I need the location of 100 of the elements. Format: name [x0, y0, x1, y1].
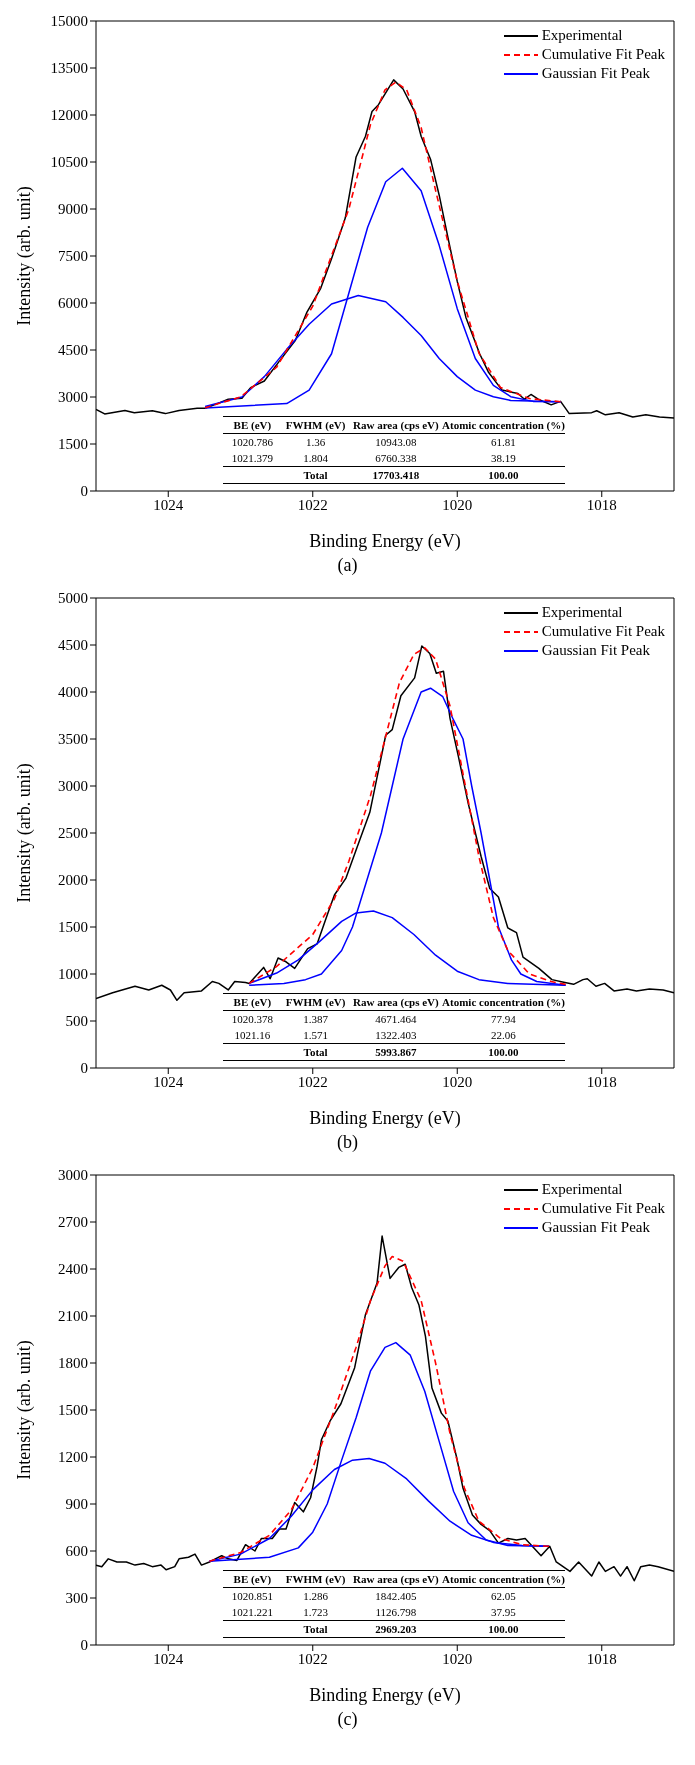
- text: (c): [336, 1708, 359, 1731]
- y-tick-label: 300: [65, 1590, 88, 1607]
- y-tick-label: 7500: [58, 248, 88, 265]
- x-tick-label: 1020: [442, 496, 473, 513]
- y-tick-label: 2700: [58, 1214, 88, 1231]
- y-tick-label: 900: [65, 1496, 88, 1513]
- annotation: 22.06: [490, 1028, 517, 1043]
- y-tick-label: 12000: [50, 107, 88, 124]
- y-tick-label: 3000: [58, 1167, 88, 1184]
- y-tick-label: 0: [80, 483, 88, 500]
- annotation: 37.95: [490, 1605, 517, 1620]
- annotation: 1020.378: [230, 1012, 275, 1027]
- x-tick-label: 1018: [586, 1073, 617, 1090]
- y-tick-label: 1200: [58, 1449, 88, 1466]
- annotation: 1021.221: [230, 1605, 275, 1620]
- y-tick-label: 10500: [50, 154, 88, 171]
- annotation: FWHM (eV): [284, 418, 347, 433]
- y-tick-label: 2400: [58, 1261, 88, 1278]
- y-tick-label: 3000: [58, 389, 88, 406]
- annotation: Total: [302, 1045, 329, 1060]
- annotation: Atomic concentration (%): [441, 418, 565, 433]
- y-tick-label: 4500: [58, 637, 88, 654]
- annotation: 1.36: [304, 435, 327, 450]
- y-tick-label: 5000: [58, 590, 88, 607]
- annotation: 1842.405: [374, 1589, 418, 1604]
- y-tick-label: 4500: [58, 342, 88, 359]
- annotation: 1126.798: [374, 1605, 418, 1620]
- x-tick-label: 1020: [442, 1650, 473, 1667]
- annotation: 1.571: [302, 1028, 329, 1043]
- x-axis-title: Binding Energy (eV): [309, 1685, 461, 1706]
- annotation: 1322.403: [374, 1028, 418, 1043]
- y-tick-label: 2100: [58, 1308, 88, 1325]
- legend-label: Gaussian Fit Peak: [541, 64, 650, 83]
- annotation: 61.81: [490, 435, 517, 450]
- annotation: Atomic concentration (%): [441, 995, 565, 1010]
- y-axis-title: Intensity (arb. unit): [14, 186, 36, 326]
- y-axis-title: Intensity (arb. unit): [14, 1340, 36, 1480]
- annotation: Raw area (cps eV): [352, 1572, 440, 1587]
- annotation: 100.00: [487, 1045, 520, 1060]
- annotation: Raw area (cps eV): [352, 995, 440, 1010]
- x-axis-title: Binding Energy (eV): [309, 531, 461, 552]
- y-tick-label: 1000: [58, 966, 88, 983]
- text: (b): [336, 1131, 359, 1154]
- annotation: 100.00: [487, 468, 520, 483]
- annotation: 77.94: [490, 1012, 517, 1027]
- annotation: FWHM (eV): [284, 995, 347, 1010]
- y-tick-label: 4000: [58, 684, 88, 701]
- x-tick-label: 1020: [442, 1073, 473, 1090]
- x-tick-label: 1024: [153, 1650, 184, 1667]
- annotation: 1.723: [302, 1605, 329, 1620]
- x-axis-title: Binding Energy (eV): [309, 1108, 461, 1129]
- legend-label: Experimental: [541, 26, 623, 45]
- annotation: 1020.851: [230, 1589, 275, 1604]
- annotation: 38.19: [490, 451, 517, 466]
- annotation: 1021.16: [233, 1028, 272, 1043]
- x-tick-label: 1022: [297, 1073, 328, 1090]
- x-tick-label: 1022: [297, 1650, 328, 1667]
- annotation: 1020.786: [230, 435, 275, 450]
- x-tick-label: 1018: [586, 496, 617, 513]
- x-tick-label: 1024: [153, 1073, 184, 1090]
- y-tick-label: 500: [65, 1013, 88, 1030]
- annotation: FWHM (eV): [284, 1572, 347, 1587]
- y-tick-label: 9000: [58, 201, 88, 218]
- annotation: Raw area (cps eV): [352, 418, 440, 433]
- annotation: Atomic concentration (%): [441, 1572, 565, 1587]
- legend-label: Experimental: [541, 1180, 623, 1199]
- annotation: 1.387: [302, 1012, 329, 1027]
- y-tick-label: 1500: [58, 919, 88, 936]
- annotation: Total: [302, 468, 329, 483]
- annotation: 100.00: [487, 1622, 520, 1637]
- y-tick-label: 0: [80, 1060, 88, 1077]
- annotation: 62.05: [490, 1589, 517, 1604]
- y-tick-label: 2000: [58, 872, 88, 889]
- x-tick-label: 1024: [153, 496, 184, 513]
- y-tick-label: 1500: [58, 1402, 88, 1419]
- legend-label: Gaussian Fit Peak: [541, 1218, 650, 1237]
- annotation: 2969.203: [374, 1622, 418, 1637]
- annotation: 1021.379: [230, 451, 275, 466]
- x-tick-label: 1022: [297, 496, 328, 513]
- y-tick-label: 6000: [58, 295, 88, 312]
- legend-label: Gaussian Fit Peak: [541, 641, 650, 660]
- y-tick-label: 600: [65, 1543, 88, 1560]
- y-tick-label: 1500: [58, 436, 88, 453]
- annotation: BE (eV): [232, 418, 273, 433]
- annotation: BE (eV): [232, 1572, 273, 1587]
- annotation: 17703.418: [371, 468, 421, 483]
- y-tick-label: 2500: [58, 825, 88, 842]
- legend-label: Cumulative Fit Peak: [541, 45, 665, 64]
- annotation: 1.804: [302, 451, 329, 466]
- annotation: Total: [302, 1622, 329, 1637]
- annotation: 5993.867: [374, 1045, 418, 1060]
- y-tick-label: 3000: [58, 778, 88, 795]
- y-tick-label: 1800: [58, 1355, 88, 1372]
- legend-label: Cumulative Fit Peak: [541, 1199, 665, 1218]
- y-tick-label: 3500: [58, 731, 88, 748]
- y-tick-label: 13500: [50, 60, 88, 77]
- text: (a): [336, 554, 359, 577]
- annotation: 10943.08: [374, 435, 418, 450]
- annotation: 6760.338: [374, 451, 418, 466]
- legend-label: Experimental: [541, 603, 623, 622]
